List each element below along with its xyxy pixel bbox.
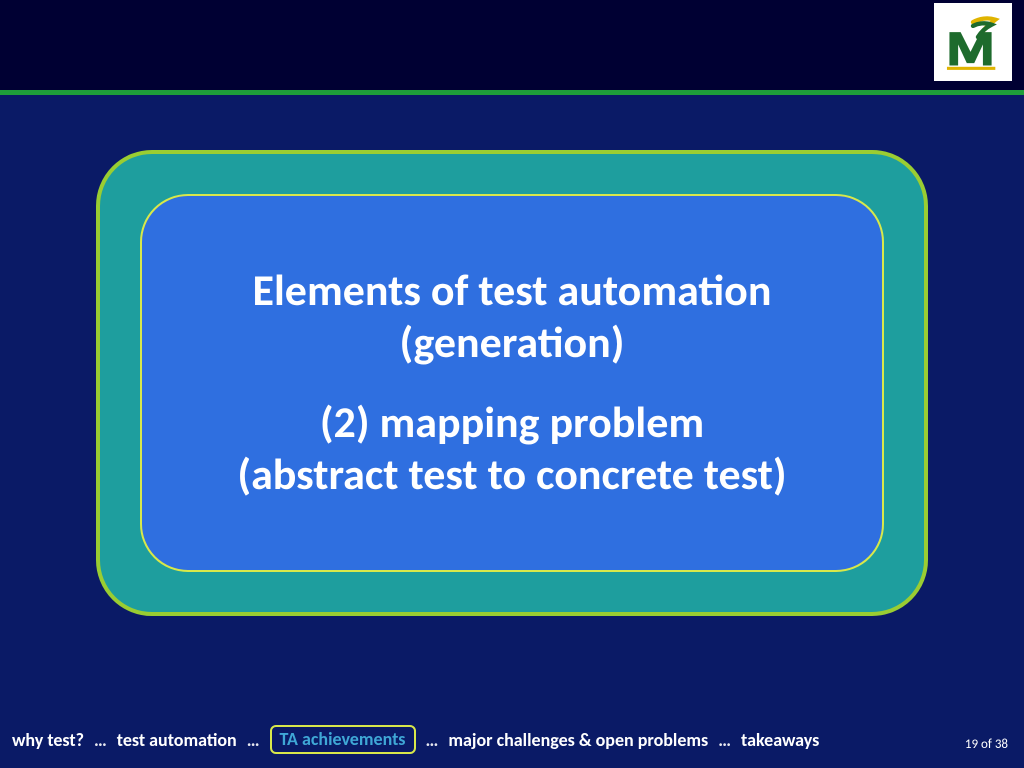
university-logo: [934, 3, 1012, 81]
nav-separator: …: [247, 729, 260, 751]
page-total: 38: [995, 737, 1008, 752]
nav-item[interactable]: test automation: [117, 729, 237, 751]
slide-subtitle: (2) mapping problem (abstract test to co…: [237, 397, 786, 501]
subtitle-line-1: (2) mapping problem: [237, 397, 786, 449]
logo-m-icon: [942, 11, 1004, 73]
content-card-outer: Elements of test automation (generation)…: [96, 150, 928, 616]
nav-item[interactable]: takeaways: [741, 729, 819, 751]
nav-separator: …: [426, 729, 439, 751]
page-of-label: of: [981, 737, 992, 752]
nav-item[interactable]: major challenges & open problems: [448, 729, 708, 751]
header-divider: [0, 90, 1024, 95]
header-band: [0, 0, 1024, 90]
slide-title: Elements of test automation (generation): [253, 265, 772, 369]
subtitle-line-2: (abstract test to concrete test): [237, 449, 786, 501]
breadcrumb-nav: why test? … test automation … TA achieve…: [12, 725, 819, 754]
nav-item-active[interactable]: TA achievements: [270, 725, 416, 754]
title-line-1: Elements of test automation: [253, 265, 772, 317]
nav-item[interactable]: why test?: [12, 729, 84, 751]
page-counter: 19 of 38: [965, 737, 1008, 752]
page-current: 19: [965, 737, 978, 752]
nav-separator: …: [94, 729, 107, 751]
content-card-inner: Elements of test automation (generation)…: [140, 194, 884, 572]
slide: Elements of test automation (generation)…: [0, 0, 1024, 768]
nav-separator: …: [718, 729, 731, 751]
title-line-2: (generation): [253, 317, 772, 369]
